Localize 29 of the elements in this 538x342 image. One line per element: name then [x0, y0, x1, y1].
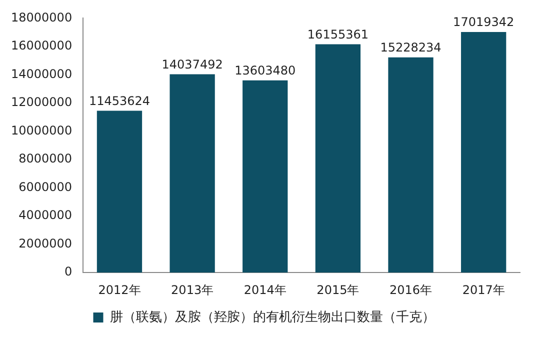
x-tick-label: 2015年	[316, 282, 360, 297]
y-tick-label: 12000000	[11, 95, 72, 110]
y-tick-label: 4000000	[18, 208, 72, 222]
y-tick-label: 16000000	[11, 38, 72, 53]
y-tick-label: 0	[64, 264, 72, 279]
data-label: 15228234	[380, 40, 442, 54]
data-label: 17019342	[453, 15, 514, 30]
bar	[96, 110, 142, 273]
data-label: 11453624	[88, 94, 150, 108]
data-label: 14037492	[162, 57, 223, 72]
legend-label: 肼（联氨）及胺（羟胺）的有机衍生物出口数量（千克）	[110, 310, 435, 325]
x-tick-label: 2017年	[462, 282, 505, 297]
y-tick-label: 18000000	[11, 10, 72, 24]
x-tick-label: 2014年	[244, 282, 286, 297]
bar	[388, 57, 434, 273]
data-label: 16155361	[307, 27, 368, 42]
y-tick-label: 14000000	[11, 66, 72, 81]
x-tick-label: 2013年	[171, 282, 214, 297]
bar	[242, 80, 288, 273]
y-tick-label: 10000000	[11, 123, 72, 138]
y-tick-label: 6000000	[18, 180, 72, 194]
bar	[461, 32, 506, 273]
bar	[315, 44, 361, 273]
x-tick-label: 2016年	[389, 282, 432, 297]
y-tick-label: 2000000	[18, 236, 72, 250]
data-label: 13603480	[234, 63, 296, 78]
y-tick-label: 8000000	[18, 152, 72, 166]
x-tick-label: 2012年	[98, 282, 141, 297]
bar	[170, 74, 215, 273]
